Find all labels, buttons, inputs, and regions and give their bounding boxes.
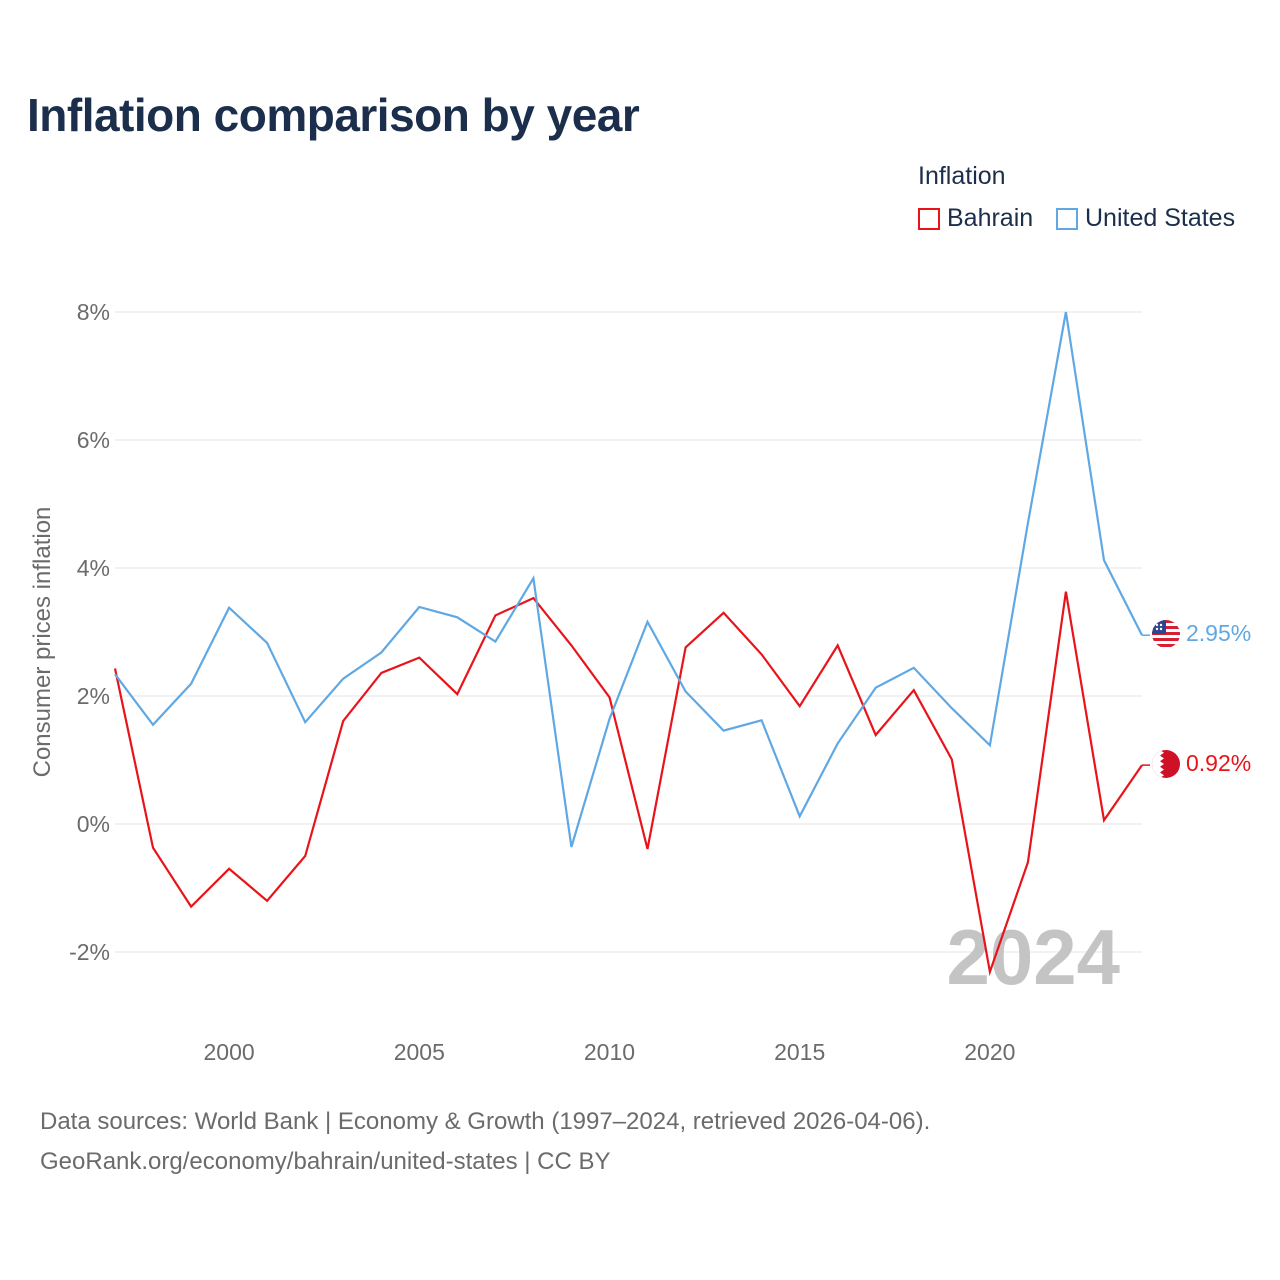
- legend-title: Inflation: [918, 162, 1006, 190]
- legend-label-bahrain: Bahrain: [947, 204, 1034, 232]
- x-tick-label: 2000: [204, 1039, 255, 1065]
- legend-swatch-bahrain: [918, 207, 940, 230]
- x-tick-label: 2005: [394, 1039, 445, 1065]
- legend-label-united-states: United States: [1085, 204, 1236, 232]
- y-axis-title: Consumer prices inflation: [29, 507, 56, 778]
- year-watermark: 2024: [946, 913, 1120, 1001]
- x-tick-label: 2015: [774, 1039, 825, 1065]
- y-tick-label: 2%: [77, 683, 110, 709]
- legend-swatch-united-states: [1056, 207, 1078, 230]
- united-states-flag-icon: [1152, 620, 1180, 648]
- bahrain-flag-icon: [1152, 750, 1180, 778]
- y-tick-label: 4%: [77, 555, 110, 581]
- data-source-text: Data sources: World Bank | Economy & Gro…: [40, 1108, 931, 1135]
- end-label-bahrain: 0.92%: [1186, 750, 1251, 776]
- credit-text[interactable]: GeoRank.org/economy/bahrain/united-state…: [40, 1148, 611, 1175]
- y-tick-label: 0%: [77, 811, 110, 837]
- chart-title: Inflation comparison by year: [27, 89, 640, 141]
- series-line-united-states[interactable]: [114, 311, 1143, 848]
- y-tick-label: 6%: [77, 427, 110, 453]
- y-tick-label: 8%: [77, 299, 110, 325]
- x-tick-label: 2010: [584, 1039, 635, 1065]
- y-tick-label: -2%: [69, 939, 110, 965]
- end-label-united-states: 2.95%: [1186, 620, 1251, 646]
- x-tick-label: 2020: [964, 1039, 1015, 1065]
- legend-item-united-states[interactable]: United States: [1056, 204, 1235, 233]
- legend-item-bahrain[interactable]: Bahrain: [918, 204, 1033, 233]
- series-line-bahrain[interactable]: [113, 591, 1143, 977]
